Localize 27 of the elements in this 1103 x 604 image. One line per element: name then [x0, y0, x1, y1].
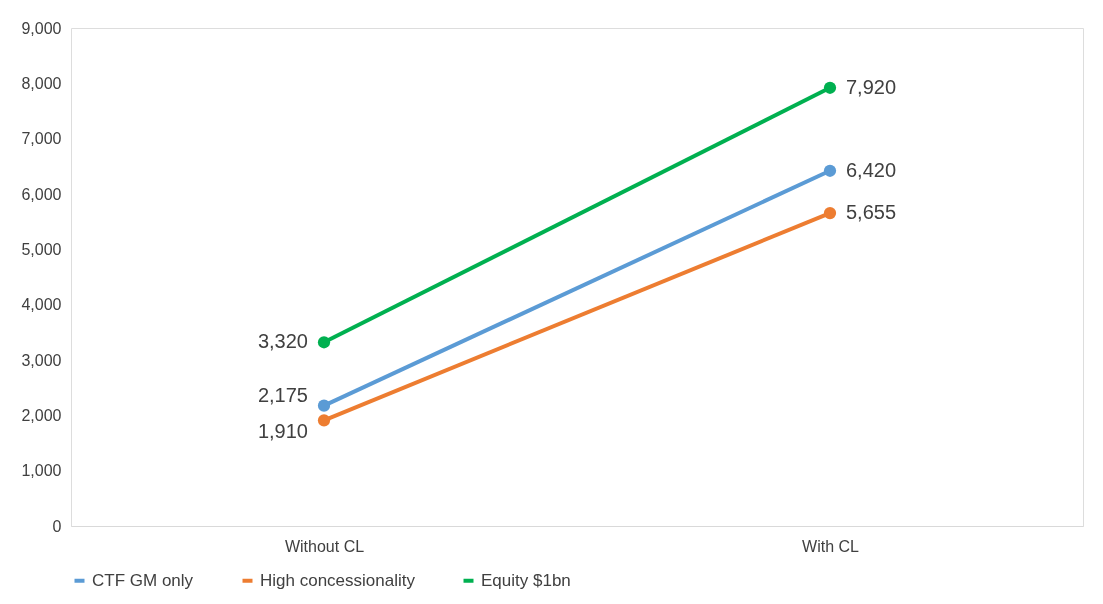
y-tick-label: 0: [52, 517, 62, 535]
point: [317, 399, 331, 412]
y-tick-label: 6,000: [21, 185, 62, 203]
data-label: 5,655: [846, 201, 897, 224]
legend-label: CTF GM only: [92, 570, 194, 590]
legend-label: Equity $1bn: [481, 570, 571, 590]
y-tick-label: 5,000: [21, 240, 62, 258]
data-label: 2,175: [257, 383, 308, 406]
data-label: 3,320: [257, 330, 308, 353]
point: [317, 414, 331, 427]
y-tick-label: 9,000: [21, 19, 62, 37]
y-tick-label: 8,000: [21, 74, 62, 92]
y-tick-label: 1,000: [21, 462, 62, 480]
data-label: 7,920: [846, 75, 897, 98]
point: [823, 206, 837, 220]
point: [823, 81, 837, 94]
y-tick-label: 2,000: [21, 406, 62, 424]
x-tick-label: With CL: [802, 537, 860, 555]
x-tick-label: Without CL: [284, 537, 365, 555]
y-tick-label: 4,000: [21, 296, 62, 314]
data-label: 1,910: [257, 420, 308, 443]
y-tick-label: 3,000: [21, 351, 62, 369]
point: [317, 336, 331, 349]
data-label: 6,420: [846, 158, 897, 181]
legend-label: High concessionality: [260, 570, 416, 590]
y-tick-label: 7,000: [21, 130, 62, 148]
point: [823, 164, 837, 177]
